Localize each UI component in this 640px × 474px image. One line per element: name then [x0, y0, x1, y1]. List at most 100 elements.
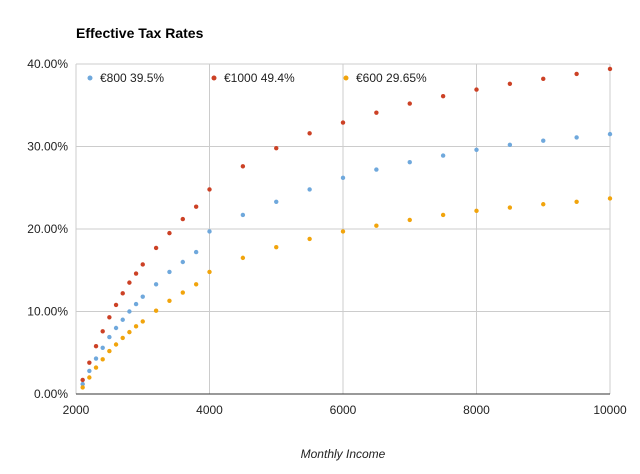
data-point: [307, 131, 312, 136]
data-point: [307, 187, 312, 192]
data-point: [120, 291, 125, 296]
data-point: [374, 110, 379, 115]
data-point: [87, 375, 92, 380]
data-point: [574, 71, 579, 77]
data-point: [100, 345, 105, 350]
data-point: [440, 212, 446, 218]
data-point: [113, 302, 119, 308]
data-point: [607, 131, 613, 137]
data-point: [340, 120, 346, 125]
data-point: [153, 282, 159, 287]
data-point: [207, 187, 212, 192]
data-point: [133, 301, 139, 307]
y-tick-label: 30.00%: [27, 140, 68, 154]
data-point: [541, 202, 546, 207]
x-tick-label: 4000: [196, 403, 223, 417]
data-point: [374, 223, 379, 228]
data-point: [340, 175, 346, 181]
data-point: [120, 317, 125, 322]
data-point: [120, 335, 125, 341]
data-point: [407, 159, 412, 165]
legend-marker: [343, 75, 349, 81]
data-point: [127, 280, 132, 285]
data-point: [80, 377, 85, 383]
data-point: [153, 245, 159, 251]
data-point: [240, 212, 246, 218]
data-point: [80, 385, 85, 390]
legend: €800 39.5% €1000 49.4% €600 29.65%: [87, 71, 427, 85]
data-point: [93, 343, 99, 349]
data-point: [127, 329, 132, 335]
data-point: [274, 145, 279, 151]
data-point: [167, 298, 172, 303]
data-point: [80, 381, 85, 387]
data-point: [153, 308, 159, 313]
data-point: [541, 76, 546, 82]
data-point: [307, 236, 312, 242]
data-point: [107, 334, 112, 340]
plot-points: [80, 66, 613, 390]
x-tick-label: 2000: [63, 403, 90, 417]
x-tick-label: 10000: [593, 403, 627, 417]
data-point: [113, 342, 119, 347]
data-point: [574, 199, 579, 204]
data-point: [127, 309, 132, 314]
y-tick-label: 0.00%: [34, 387, 68, 401]
data-point: [474, 208, 479, 214]
data-point: [207, 229, 212, 234]
data-point: [507, 81, 513, 87]
data-point: [180, 216, 185, 222]
data-point: [374, 167, 379, 172]
data-point: [100, 329, 105, 334]
data-point: [107, 348, 112, 354]
y-tick-label: 10.00%: [27, 305, 68, 319]
data-point: [113, 325, 119, 331]
legend-marker: [211, 75, 217, 81]
data-point: [87, 360, 92, 365]
data-point: [193, 249, 199, 255]
gridlines: [75, 63, 611, 394]
data-point: [607, 66, 613, 72]
data-point: [140, 294, 145, 299]
x-tick-label: 8000: [463, 403, 490, 417]
data-point: [167, 269, 172, 275]
data-point: [407, 217, 412, 223]
chart-title: Effective Tax Rates: [76, 25, 204, 41]
data-point: [340, 229, 346, 234]
data-point: [140, 319, 145, 324]
data-point: [607, 196, 613, 201]
data-point: [93, 356, 99, 361]
data-point: [100, 357, 105, 362]
data-point: [180, 259, 185, 265]
data-point: [440, 93, 446, 99]
data-point: [140, 262, 145, 267]
data-point: [180, 290, 185, 295]
data-point: [507, 142, 513, 148]
data-point: [93, 365, 99, 370]
data-point: [87, 368, 92, 374]
data-point: [167, 230, 172, 236]
data-point: [193, 282, 199, 287]
data-point: [240, 255, 246, 261]
data-point: [133, 324, 139, 329]
data-point: [474, 87, 479, 92]
data-point: [207, 269, 212, 275]
data-point: [440, 153, 446, 158]
y-axis-ticks: 0.00% 10.00% 20.00% 30.00% 40.00%: [27, 57, 68, 401]
data-point: [541, 138, 546, 143]
data-point: [274, 244, 279, 250]
legend-label: €600 29.65%: [356, 71, 427, 85]
x-tick-label: 6000: [330, 403, 357, 417]
y-tick-label: 20.00%: [27, 222, 68, 236]
data-point: [240, 164, 246, 169]
y-tick-label: 40.00%: [27, 57, 68, 71]
data-point: [407, 101, 412, 106]
data-point: [507, 205, 513, 210]
data-point: [107, 315, 112, 320]
x-axis-label: Monthly Income: [301, 447, 386, 461]
x-axis-ticks: 2000 4000 6000 8000 10000: [63, 403, 627, 417]
legend-label: €1000 49.4%: [224, 71, 295, 85]
data-point: [474, 147, 479, 152]
data-point: [274, 199, 279, 204]
